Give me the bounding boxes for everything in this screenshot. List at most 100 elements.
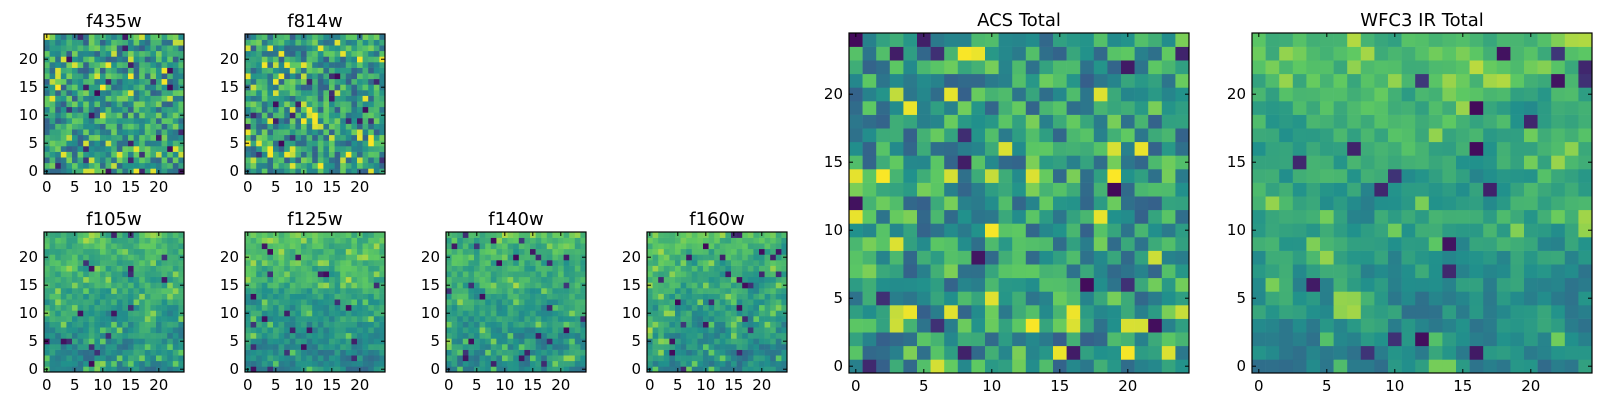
heatmap-cell — [1012, 114, 1027, 129]
heatmap-cell — [647, 288, 653, 294]
heatmap-cell — [957, 291, 972, 306]
heatmap-cell — [94, 282, 101, 289]
heatmap-cell — [250, 84, 257, 91]
heatmap-cell — [957, 101, 972, 115]
heatmap-cell — [1469, 209, 1484, 224]
heatmap-cell — [764, 316, 771, 322]
heatmap-cell — [273, 304, 279, 311]
heatmap-cell — [379, 106, 386, 113]
heatmap-cell — [122, 162, 129, 169]
heatmap-cell — [574, 282, 581, 289]
heatmap-cell — [379, 332, 386, 339]
heatmap-cell — [161, 90, 168, 96]
y-tick-label: 20 — [421, 248, 440, 266]
heatmap-cell — [351, 304, 358, 311]
heatmap-cell — [345, 248, 352, 255]
heatmap-cell — [862, 60, 877, 75]
heatmap-cell — [77, 123, 84, 130]
axes-frame — [848, 32, 1190, 374]
heatmap-cell — [451, 260, 458, 266]
heatmap-cell — [775, 254, 782, 261]
heatmap-cell — [128, 84, 134, 91]
heatmap-cell — [72, 299, 78, 306]
heatmap-cell — [764, 293, 771, 300]
heatmap-cell — [552, 243, 559, 250]
heatmap-cell — [1252, 359, 1266, 374]
heatmap-cell — [150, 112, 157, 119]
heatmap-cell — [55, 265, 62, 272]
heatmap-cell — [245, 151, 251, 158]
heatmap-cell — [563, 349, 570, 356]
heatmap-cell — [781, 327, 788, 334]
heatmap-cell — [1374, 169, 1389, 183]
heatmap-cell — [1469, 250, 1484, 265]
heatmap-cell — [1265, 223, 1280, 238]
heatmap-cell — [507, 243, 514, 250]
heatmap-cell — [111, 366, 118, 373]
heatmap-cell — [1053, 359, 1067, 374]
heatmap-cell — [1279, 345, 1294, 360]
heatmap-cell — [1469, 345, 1484, 360]
heatmap-cell — [295, 299, 302, 306]
heatmap-cell — [284, 271, 291, 278]
heatmap-cell — [77, 34, 84, 40]
heatmap-cell — [719, 276, 726, 283]
heatmap-cell — [100, 106, 106, 113]
heatmap-cell — [1388, 305, 1402, 319]
heatmap-cell — [719, 349, 726, 356]
heatmap-cell — [278, 84, 285, 91]
heatmap-cell — [156, 151, 162, 158]
heatmap-cell — [139, 39, 146, 46]
heatmap-cell — [105, 34, 112, 40]
heatmap-cell — [256, 62, 263, 68]
heatmap-cell — [781, 288, 788, 294]
heatmap-cell — [49, 151, 56, 158]
heatmap-cell — [250, 360, 257, 367]
heatmap-cell — [507, 332, 514, 339]
heatmap-cell — [1442, 359, 1457, 374]
heatmap-cell — [340, 271, 347, 278]
heatmap-cell — [178, 349, 185, 356]
heatmap-cell — [1161, 264, 1176, 279]
heatmap-cell — [306, 118, 313, 124]
heatmap-cell — [284, 112, 291, 119]
heatmap-cell — [261, 344, 268, 350]
heatmap-cell — [917, 128, 931, 143]
heatmap-cell — [161, 84, 168, 91]
heatmap-cell — [306, 168, 313, 175]
heatmap-cell — [753, 327, 760, 334]
heatmap-cell — [278, 288, 285, 294]
heatmap-cell — [261, 123, 268, 130]
heatmap-cell — [502, 299, 508, 306]
heatmap-cell — [345, 67, 352, 74]
heatmap-cell — [535, 355, 542, 362]
heatmap-cell — [289, 254, 296, 261]
heatmap-cell — [94, 106, 101, 113]
heatmap-cell — [669, 338, 676, 345]
heatmap-cell — [161, 129, 168, 136]
heatmap-cell — [558, 332, 564, 339]
heatmap-cell — [1080, 345, 1095, 360]
heatmap-cell — [669, 243, 676, 250]
heatmap-cell — [1306, 182, 1321, 197]
heatmap-cell — [1134, 277, 1149, 292]
heatmap-cell — [133, 327, 140, 334]
heatmap-cell — [507, 316, 514, 322]
heatmap-cell — [1320, 332, 1334, 347]
heatmap-cell — [1121, 182, 1135, 197]
heatmap-cell — [524, 293, 531, 300]
heatmap-cell — [317, 118, 324, 124]
heatmap-cell — [245, 146, 251, 152]
heatmap-cell — [849, 169, 863, 183]
heatmap-cell — [94, 366, 101, 373]
heatmap-cell — [312, 366, 319, 373]
heatmap-cell — [150, 78, 157, 85]
heatmap-cell — [345, 254, 352, 261]
heatmap-cell — [267, 293, 274, 300]
heatmap-cell — [289, 304, 296, 311]
heatmap-cell — [552, 355, 559, 362]
heatmap-cell — [719, 260, 726, 266]
heatmap-cell — [1025, 345, 1040, 360]
heatmap-cell — [1442, 291, 1457, 306]
heatmap-cell — [172, 168, 179, 175]
